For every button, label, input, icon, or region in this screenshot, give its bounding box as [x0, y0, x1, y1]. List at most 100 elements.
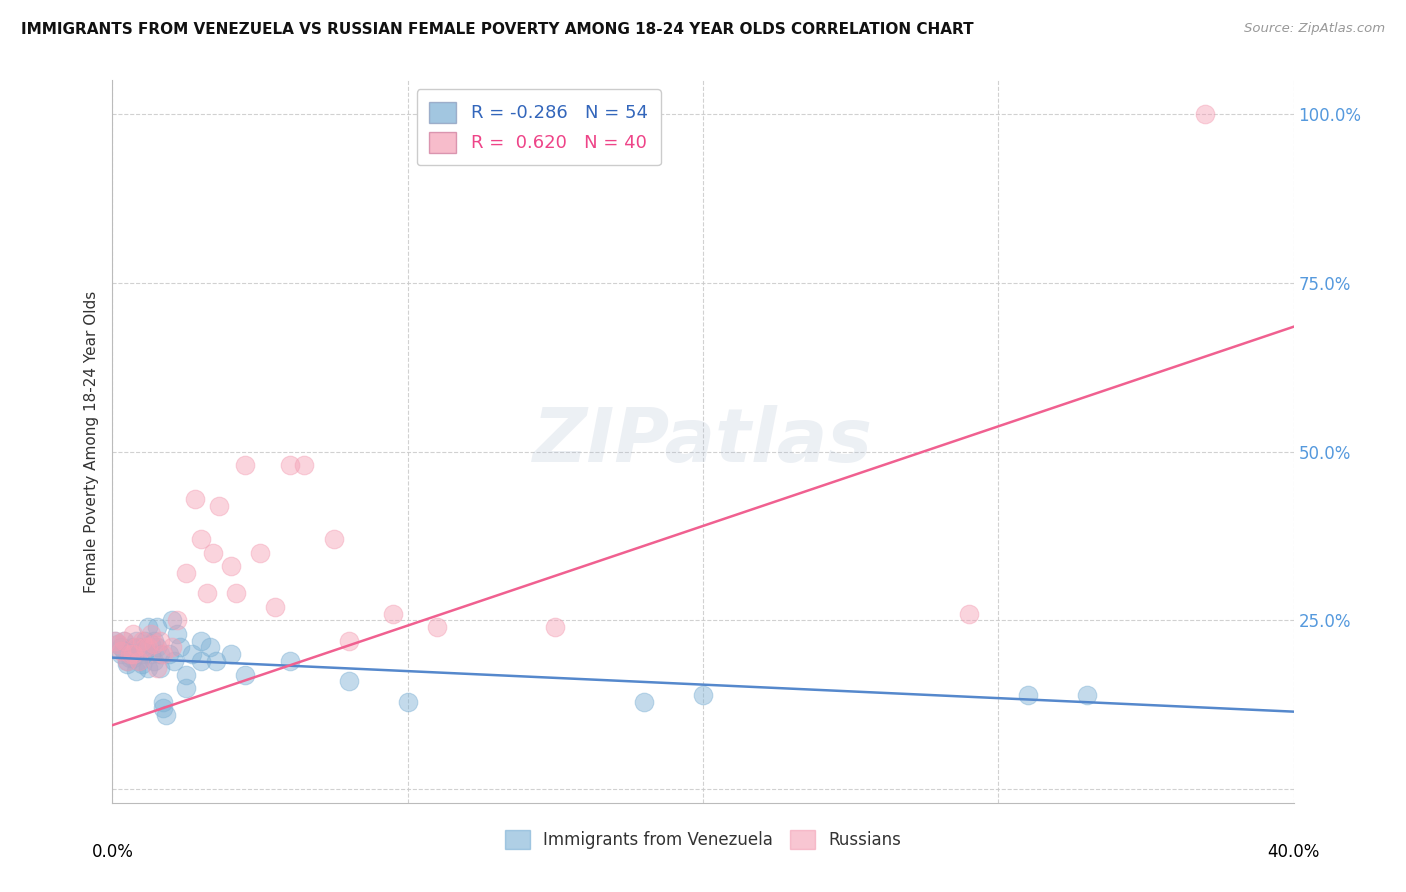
Point	[264, 599, 287, 614]
Point	[128, 654, 150, 668]
Point	[122, 627, 145, 641]
Point	[149, 647, 172, 661]
Point	[692, 688, 714, 702]
Point	[122, 647, 145, 661]
Point	[112, 633, 135, 648]
Point	[142, 654, 165, 668]
Point	[128, 640, 150, 655]
Legend: Immigrants from Venezuela, Russians: Immigrants from Venezuela, Russians	[498, 823, 908, 856]
Point	[146, 620, 169, 634]
Point	[120, 650, 142, 665]
Point	[110, 644, 132, 658]
Point	[633, 694, 655, 708]
Point	[112, 644, 135, 658]
Point	[136, 640, 159, 655]
Point	[125, 633, 148, 648]
Point	[278, 458, 301, 472]
Point	[112, 633, 135, 648]
Point	[195, 586, 218, 600]
Point	[142, 637, 165, 651]
Point	[160, 614, 183, 628]
Point	[152, 647, 174, 661]
Point	[107, 637, 129, 651]
Point	[396, 694, 419, 708]
Point	[110, 640, 132, 655]
Point	[131, 657, 153, 672]
Point	[134, 640, 156, 655]
Point	[174, 681, 197, 695]
Text: IMMIGRANTS FROM VENEZUELA VS RUSSIAN FEMALE POVERTY AMONG 18-24 YEAR OLDS CORREL: IMMIGRANTS FROM VENEZUELA VS RUSSIAN FEM…	[21, 22, 974, 37]
Point	[125, 664, 148, 678]
Point	[233, 667, 256, 681]
Point	[219, 559, 242, 574]
Point	[134, 644, 156, 658]
Point	[184, 491, 207, 506]
Point	[125, 640, 148, 655]
Point	[117, 654, 138, 668]
Point	[149, 633, 172, 648]
Text: 40.0%: 40.0%	[1267, 843, 1320, 861]
Point	[152, 694, 174, 708]
Point	[155, 708, 177, 723]
Point	[139, 627, 162, 641]
Point	[225, 586, 247, 600]
Point	[134, 633, 156, 648]
Point	[205, 654, 228, 668]
Point	[219, 647, 242, 661]
Point	[198, 640, 221, 655]
Point	[120, 647, 142, 661]
Point	[208, 499, 231, 513]
Point	[117, 654, 138, 668]
Point	[107, 637, 129, 651]
Point	[1017, 688, 1039, 702]
Point	[337, 674, 360, 689]
Point	[169, 640, 191, 655]
Point	[139, 647, 162, 661]
Point	[131, 633, 153, 648]
Point	[249, 546, 271, 560]
Text: 0.0%: 0.0%	[91, 843, 134, 861]
Point	[278, 654, 301, 668]
Point	[117, 657, 138, 672]
Point	[382, 607, 405, 621]
Point	[233, 458, 256, 472]
Point	[157, 647, 180, 661]
Point	[174, 667, 197, 681]
Point	[174, 566, 197, 581]
Point	[142, 633, 165, 648]
Point	[323, 533, 346, 547]
Point	[152, 701, 174, 715]
Text: ZIPatlas: ZIPatlas	[533, 405, 873, 478]
Point	[128, 654, 150, 668]
Point	[190, 654, 212, 668]
Point	[122, 640, 145, 655]
Point	[146, 640, 169, 655]
Point	[110, 647, 132, 661]
Point	[190, 533, 212, 547]
Point	[166, 614, 188, 628]
Point	[337, 633, 360, 648]
Y-axis label: Female Poverty Among 18-24 Year Olds: Female Poverty Among 18-24 Year Olds	[84, 291, 100, 592]
Point	[166, 627, 188, 641]
Point	[131, 647, 153, 661]
Point	[146, 661, 169, 675]
Point	[136, 620, 159, 634]
Point	[136, 661, 159, 675]
Point	[139, 637, 162, 651]
Point	[160, 640, 183, 655]
Point	[122, 650, 145, 665]
Point	[1076, 688, 1098, 702]
Point	[120, 647, 142, 661]
Point	[149, 661, 172, 675]
Point	[1194, 107, 1216, 121]
Point	[544, 620, 567, 634]
Point	[426, 620, 449, 634]
Point	[181, 647, 204, 661]
Point	[201, 546, 224, 560]
Point	[292, 458, 315, 472]
Text: Source: ZipAtlas.com: Source: ZipAtlas.com	[1244, 22, 1385, 36]
Point	[104, 633, 127, 648]
Point	[163, 654, 186, 668]
Point	[190, 633, 212, 648]
Point	[104, 633, 127, 648]
